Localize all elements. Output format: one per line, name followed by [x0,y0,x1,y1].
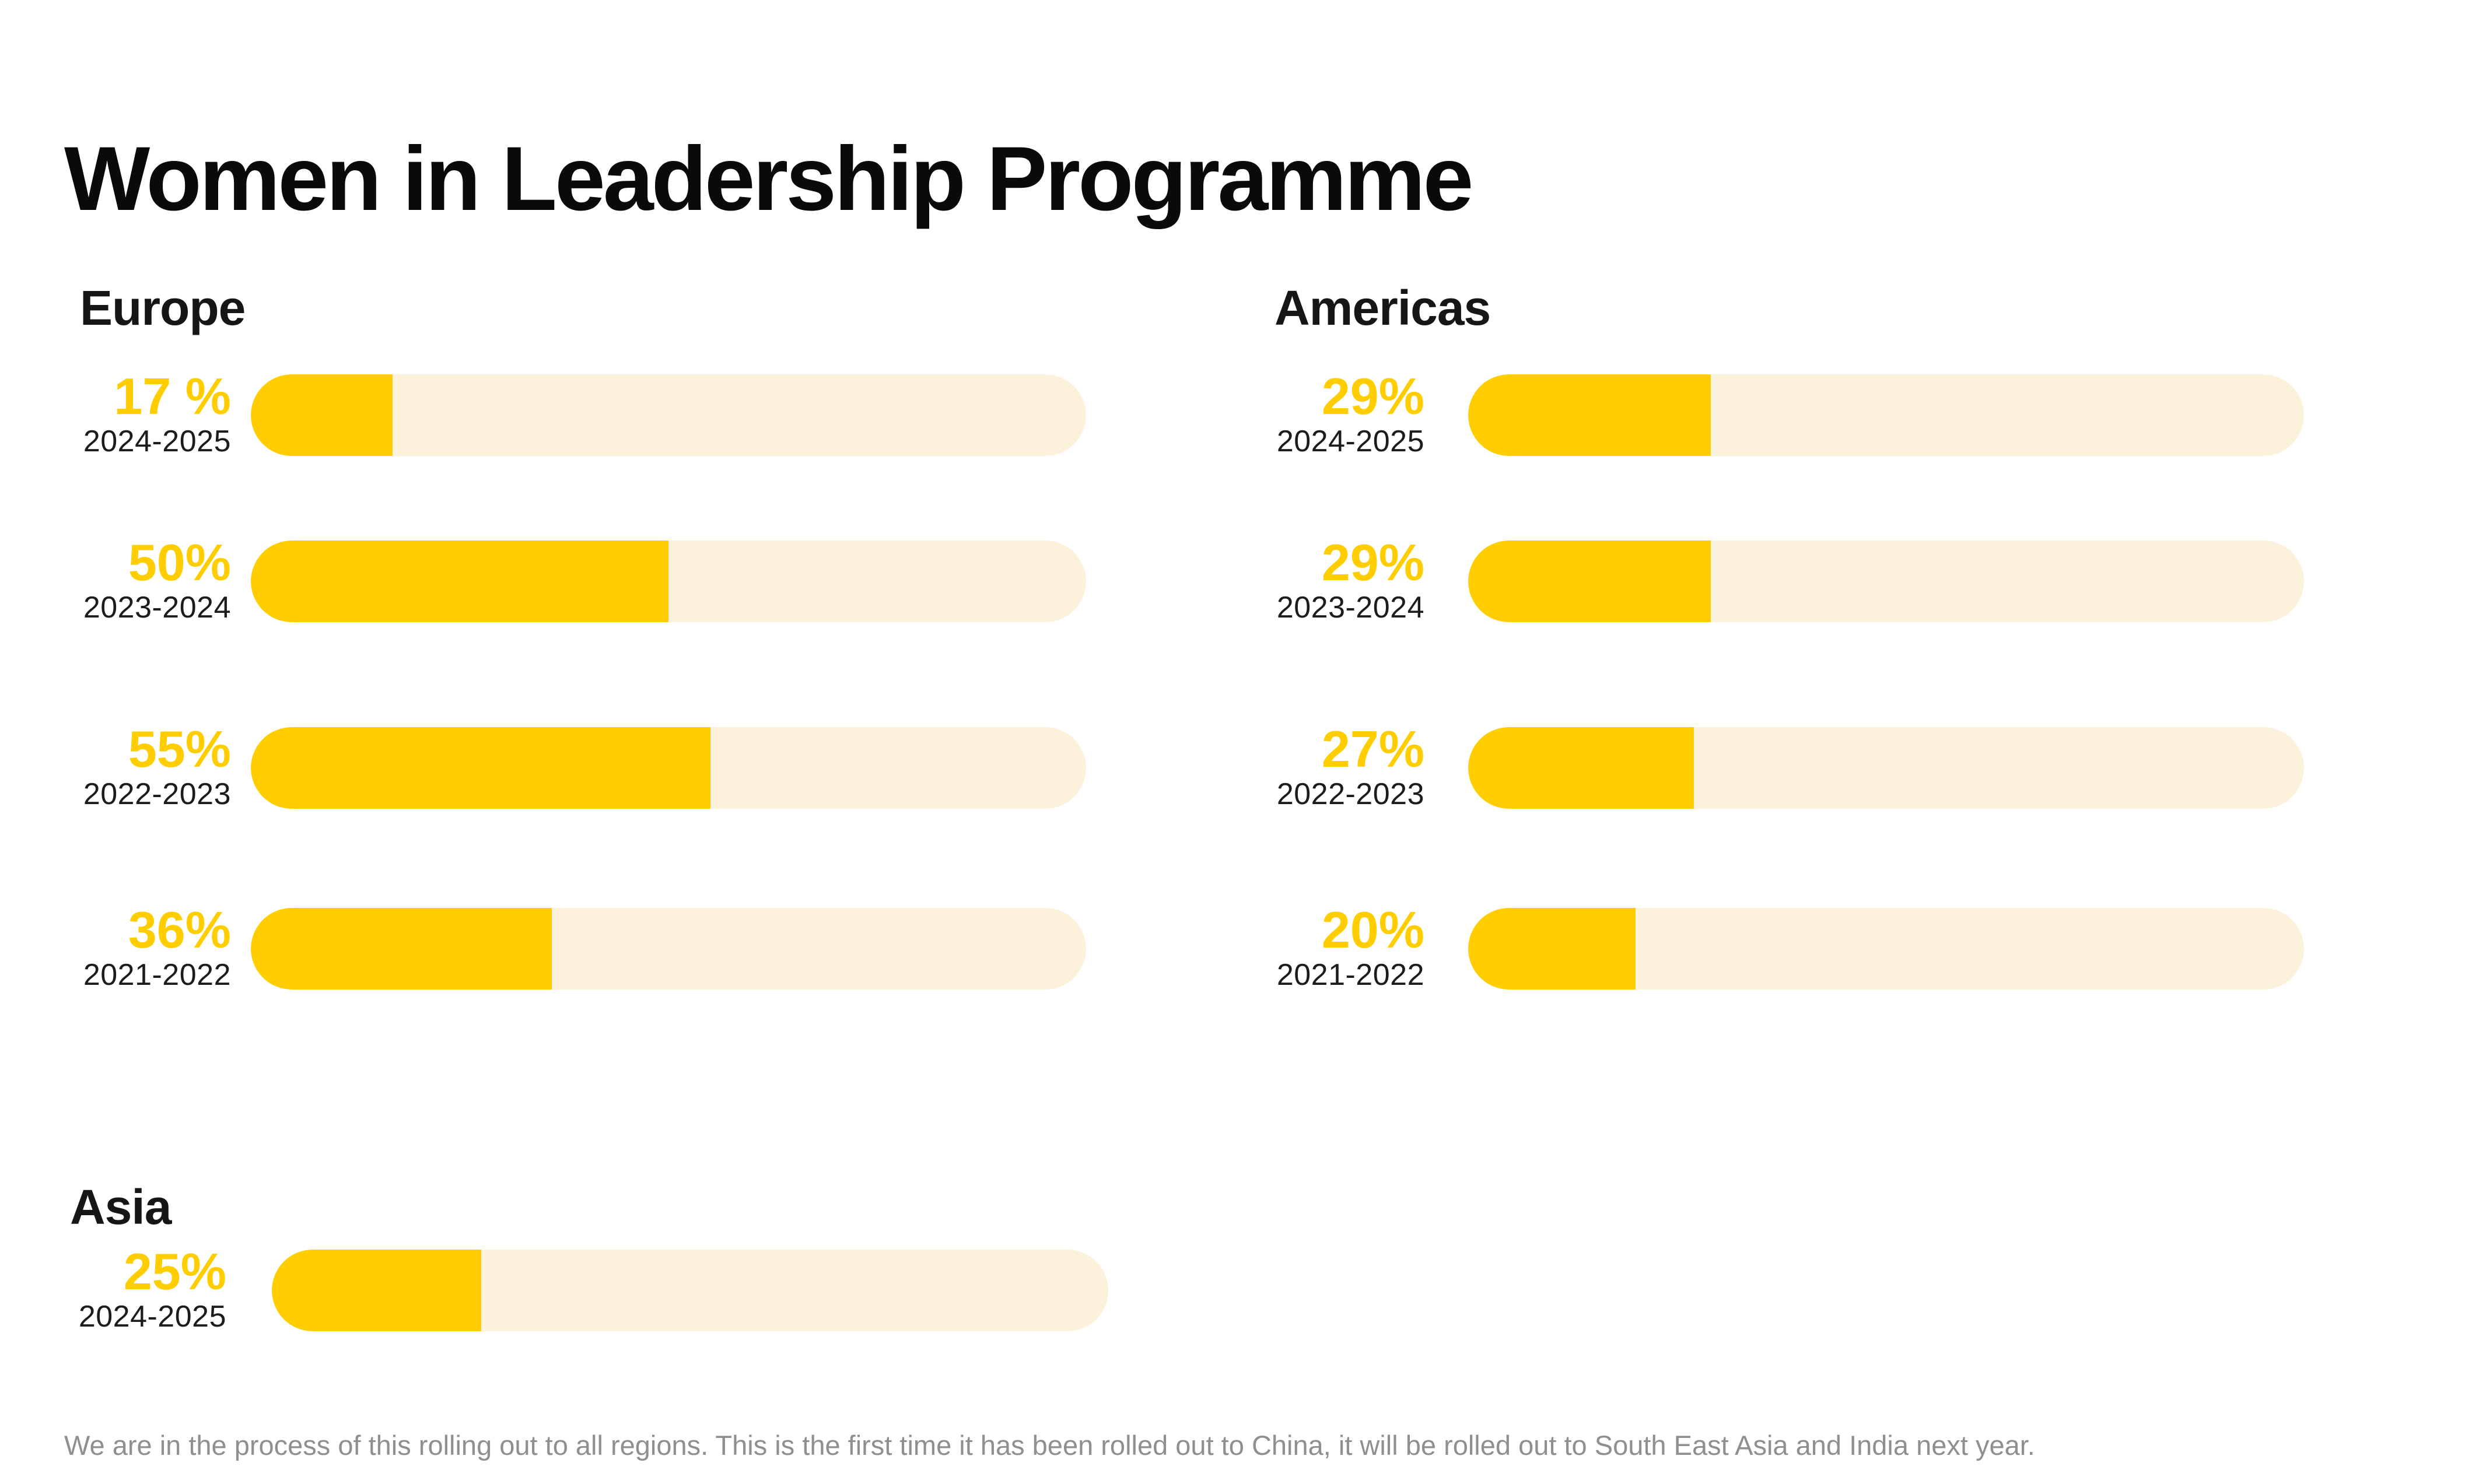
period-label: 2023-2024 [83,591,231,625]
period-label: 2021-2022 [83,958,231,992]
period-label: 2023-2024 [1276,591,1424,625]
bar-fill [251,727,710,809]
bar-track [1468,541,2304,622]
bar-track [272,1250,1108,1331]
bar-row-americas-2024-2025: 29% 2024-2025 [0,367,2465,459]
period-label: 2024-2025 [1276,424,1424,459]
bar-label: 29% 2023-2024 [1276,533,1424,625]
bar-label: 25% 2024-2025 [78,1242,226,1334]
bar-track [1468,374,2304,456]
bar-label: 29% 2024-2025 [1276,367,1424,459]
period-label: 2022-2023 [1276,777,1424,812]
bar-row-americas-2022-2023: 27% 2022-2023 [0,720,2465,812]
bar-row-asia-2024-2025: 25% 2024-2025 [0,1242,2465,1334]
bar-fill [251,541,668,622]
bar-row-europe-2021-2022: 36% 2021-2022 [0,900,2465,992]
percent-label: 27% [1321,720,1424,778]
period-label: 2024-2025 [78,1300,226,1334]
section-title-asia: Asia [70,1179,171,1234]
bar-fill [1468,541,1711,622]
section-title-americas: Americas [1274,280,1491,335]
bar-track [251,374,1086,456]
bar-fill [251,908,552,990]
bar-row-europe-2023-2024: 50% 2023-2024 [0,533,2465,625]
period-label: 2021-2022 [1276,958,1424,992]
percent-label: 29% [1321,533,1424,591]
percent-label: 20% [1321,900,1424,959]
bar-row-americas-2021-2022: 20% 2021-2022 [0,900,2465,992]
footnote-text: We are in the process of this rolling ou… [64,1430,2035,1461]
bar-row-europe-2022-2023: 55% 2022-2023 [0,720,2465,812]
percent-label: 55% [128,720,231,778]
bar-row-europe-2024-2025: 17 % 2024-2025 [0,367,2465,459]
percent-label: 17 % [114,367,231,425]
bar-row-americas-2023-2024: 29% 2023-2024 [0,533,2465,625]
percent-label: 29% [1321,367,1424,425]
bar-label: 36% 2021-2022 [83,900,231,992]
page-title: Women in Leadership Programme [64,128,1473,230]
bar-fill [1468,727,1694,809]
bar-label: 55% 2022-2023 [83,720,231,812]
percent-label: 36% [128,900,231,959]
bar-track [1468,908,2304,990]
bar-track [1468,727,2304,809]
bar-label: 17 % 2024-2025 [83,367,231,459]
bar-fill [1468,374,1711,456]
period-label: 2022-2023 [83,777,231,812]
bar-label: 20% 2021-2022 [1276,900,1424,992]
period-label: 2024-2025 [83,424,231,459]
bar-track [251,908,1086,990]
percent-label: 25% [123,1242,226,1300]
bar-label: 50% 2023-2024 [83,533,231,625]
bar-fill [1468,908,1636,990]
bar-fill [251,374,393,456]
bar-fill [272,1250,481,1331]
bar-track [251,727,1086,809]
bar-label: 27% 2022-2023 [1276,720,1424,812]
section-title-europe: Europe [80,280,246,335]
bar-track [251,541,1086,622]
percent-label: 50% [128,533,231,591]
